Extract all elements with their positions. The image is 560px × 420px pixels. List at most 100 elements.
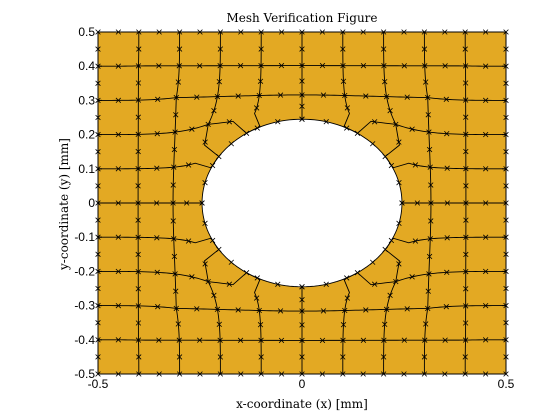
y-tick-label: -0.5 [74,367,95,381]
mesh-node-marker [115,268,122,275]
mesh-node-marker [189,274,195,280]
mesh-node-marker [422,337,428,343]
mesh-node-marker [299,92,305,98]
mesh-node-marker [299,308,305,314]
chart-title: Mesh Verification Figure [226,11,377,25]
mesh-node-marker [216,78,222,85]
mesh-node-marker [197,63,203,69]
mesh-node-marker [175,321,181,327]
mesh-node-marker [404,94,410,100]
mesh-node-marker [422,63,428,69]
mesh-node-marker [135,114,141,120]
mesh-node-marker [136,46,142,52]
mesh-node-marker [393,121,399,128]
mesh-node-marker [202,139,208,145]
mesh-node-marker [135,200,141,206]
mesh-node-marker [462,320,469,326]
mesh-node-marker [135,320,142,326]
mesh-node-marker [421,46,428,52]
mesh-node-marker [371,119,378,125]
mesh-node-marker [135,183,141,189]
axes: -0.5 -0.4 -0.3 -0.2 -0.1 0 0.1 0.2 0.3 0.4 0.5 -0.5… [74,25,514,391]
mesh-node-marker [396,220,402,227]
y-tick-label: 0.1 [78,162,95,176]
mesh-node-marker [256,307,262,314]
plot-area [95,29,509,377]
mesh-node-marker [209,237,216,244]
x-tick-label: -0.5 [88,377,109,391]
mesh-node-marker [217,337,223,343]
mesh-node-marker [463,200,469,206]
mesh-node-marker [135,80,142,86]
mesh-node-marker [299,337,305,344]
mesh-node-marker [135,337,142,343]
mesh-node-marker [299,62,305,69]
mesh-node-marker [412,238,419,244]
mesh-node-marker [482,63,489,69]
mesh-node-marker [463,234,469,241]
mesh-node-marker [340,322,347,328]
mesh-node-marker [135,234,141,241]
mesh-node-marker [396,261,402,267]
mesh-node-marker [173,288,179,294]
mesh-node-marker [463,268,469,275]
mesh-node-marker [115,337,122,343]
mesh-node-marker [463,131,469,138]
mesh-node-marker [170,200,176,206]
mesh-node-marker [482,131,489,138]
mesh-node-marker [482,302,489,309]
mesh-node-marker [115,63,122,69]
mesh-node-marker [205,121,211,128]
mesh-node-marker [363,307,369,313]
mesh-node-marker [237,62,244,69]
mesh-node-marker [425,112,431,118]
mesh-node-marker [482,268,489,275]
mesh-node-marker [299,284,305,290]
mesh-node-marker [277,308,284,314]
mesh-node-marker [170,218,176,224]
mesh-node-marker [340,46,346,52]
mesh-node-marker [135,286,141,292]
mesh-node-marker [216,246,222,253]
mesh-node-marker [463,251,469,258]
mesh-node-marker [173,305,179,312]
y-axis-label: y-coordinate (y) [mm] [57,138,71,271]
mesh-node-marker [258,62,264,69]
mesh-node-marker [427,164,433,170]
mesh-node-marker [320,308,327,314]
mesh-node-marker [243,270,250,276]
mesh-node-marker [185,162,192,168]
mesh-node-marker [427,236,433,242]
mesh-node-marker [170,182,176,188]
mesh-node-marker [299,116,305,122]
mesh-node-marker [388,162,395,169]
mesh-node-marker [423,321,429,327]
mesh-node-marker [344,295,351,301]
mesh-node-marker [462,46,468,52]
mesh-node-marker [462,337,469,343]
mesh-node-marker [421,354,428,360]
mesh-node-marker [463,165,469,172]
mesh-node-marker [444,165,450,171]
mesh-node-marker [443,304,449,310]
mesh-node-marker [380,354,387,360]
mesh-node-marker [442,337,448,343]
mesh-node-marker [383,306,390,313]
mesh-node-marker [381,337,387,343]
mesh-node-marker [154,165,160,171]
mesh-node-marker [115,166,122,172]
mesh-node-marker [135,217,141,223]
mesh-node-marker [462,63,469,69]
mesh-node-marker [462,80,469,86]
mesh-node-marker [299,78,305,84]
mesh-node-marker [409,274,415,280]
mesh-node-marker [228,141,235,147]
mesh-node-marker [482,166,489,172]
mesh-node-marker [393,278,399,285]
mesh-node-marker [216,153,222,160]
mesh-node-marker [340,337,346,344]
mesh-node-marker [342,307,348,314]
mesh-node-marker [360,62,367,69]
y-tick-label: -0.1 [74,230,95,244]
